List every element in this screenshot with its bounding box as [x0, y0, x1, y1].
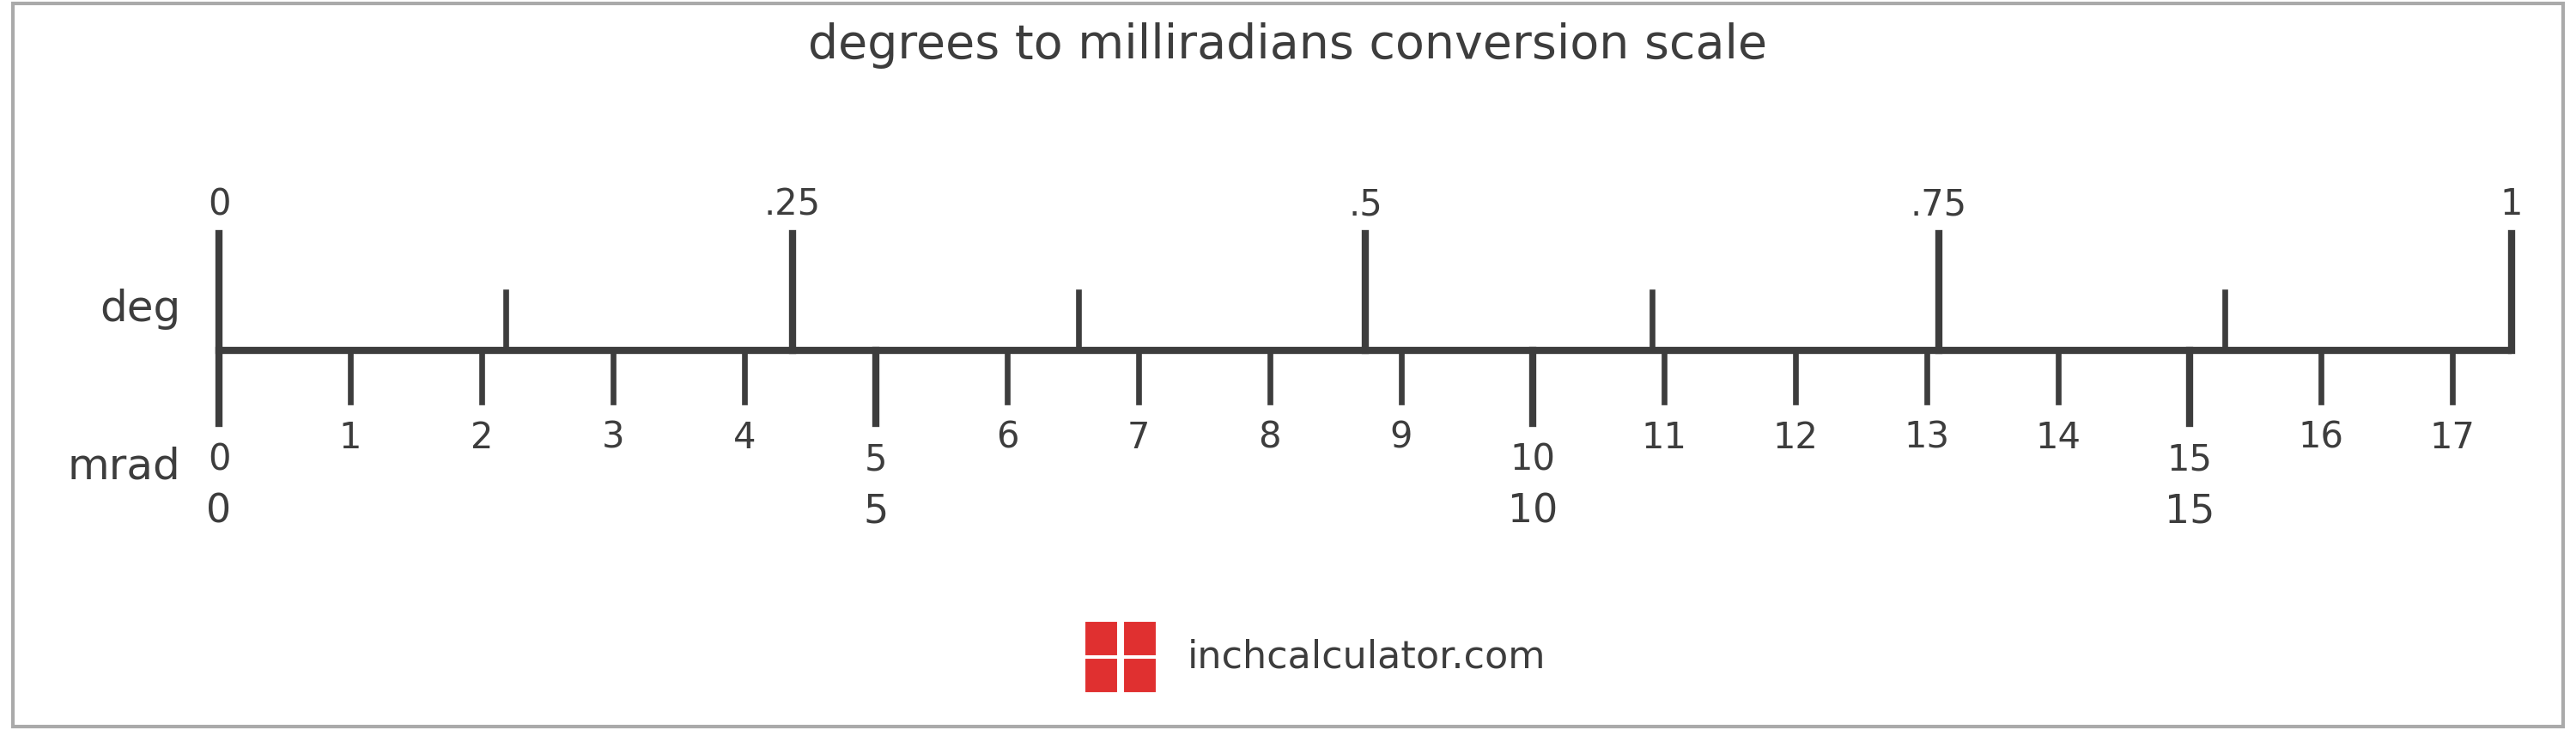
- Text: 15: 15: [2166, 442, 2213, 477]
- Text: inchcalculator.com: inchcalculator.com: [1188, 639, 1546, 675]
- Text: 0: 0: [209, 442, 229, 477]
- Text: 3: 3: [603, 420, 623, 456]
- Text: 12: 12: [1772, 420, 1819, 456]
- Text: 1: 1: [2501, 187, 2522, 223]
- Text: 0: 0: [206, 493, 232, 531]
- Text: 11: 11: [1641, 420, 1687, 456]
- Text: 10: 10: [1510, 442, 1556, 477]
- Text: 5: 5: [866, 442, 886, 477]
- Text: 10: 10: [1507, 493, 1558, 531]
- Text: 5: 5: [863, 493, 889, 531]
- Bar: [1123, 621, 1157, 656]
- Text: .25: .25: [762, 187, 822, 223]
- Text: 6: 6: [997, 420, 1018, 456]
- Text: 16: 16: [2298, 420, 2344, 456]
- Text: 7: 7: [1128, 420, 1149, 456]
- Text: 8: 8: [1260, 420, 1280, 456]
- Text: 1: 1: [340, 420, 361, 456]
- Text: .5: .5: [1347, 187, 1383, 223]
- Text: 17: 17: [2429, 420, 2476, 456]
- Text: mrad: mrad: [67, 447, 180, 488]
- Text: 15: 15: [2164, 493, 2215, 531]
- Text: 13: 13: [1904, 420, 1950, 456]
- Text: 4: 4: [734, 420, 755, 456]
- Bar: [1123, 658, 1157, 693]
- Text: degrees to milliradians conversion scale: degrees to milliradians conversion scale: [809, 22, 1767, 69]
- Text: 2: 2: [471, 420, 492, 456]
- Text: 0: 0: [209, 187, 229, 223]
- Text: deg: deg: [100, 289, 180, 330]
- Text: .75: .75: [1909, 187, 1968, 223]
- Bar: [1084, 621, 1118, 656]
- Bar: [1084, 658, 1118, 693]
- Text: 14: 14: [2035, 420, 2081, 456]
- Text: 9: 9: [1391, 420, 1412, 456]
